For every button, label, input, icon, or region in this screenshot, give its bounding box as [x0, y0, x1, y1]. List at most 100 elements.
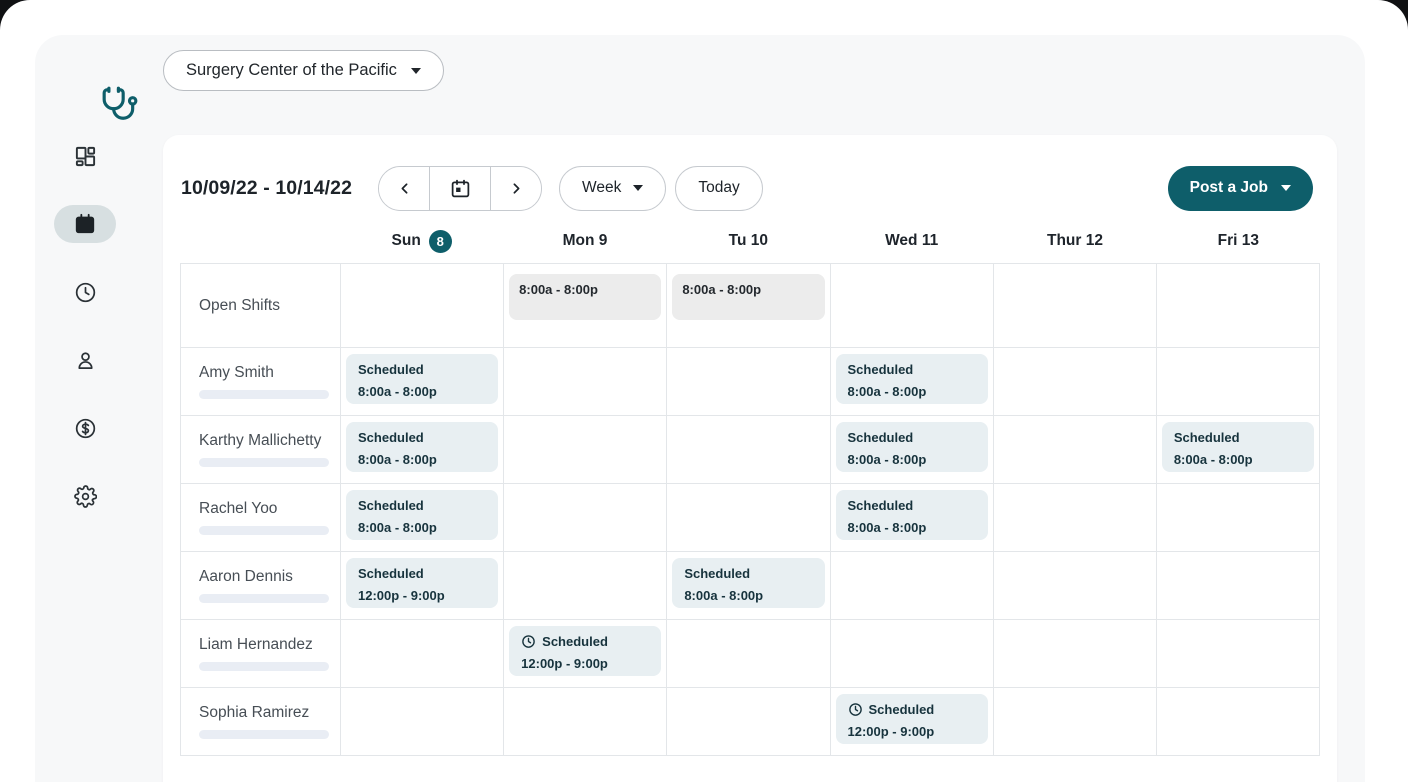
shift-chip-scheduled[interactable]: Scheduled 8:00a - 8:00p [346, 422, 499, 472]
calendar-cell[interactable] [667, 688, 831, 756]
post-a-job-button[interactable]: Post a Job [1167, 165, 1313, 211]
clock-icon [522, 635, 535, 648]
chevron-left-icon [401, 182, 408, 194]
shift-chip-scheduled[interactable]: Scheduled 12:00p - 9:00p [835, 694, 988, 744]
shift-status-label: Scheduled [358, 498, 424, 513]
sidebar-item-time[interactable] [54, 273, 116, 311]
calendar-cell[interactable]: Scheduled 8:00a - 8:00p [830, 348, 994, 416]
sidebar-item-dashboard[interactable] [54, 137, 116, 175]
calendar-cell[interactable]: Scheduled 8:00a - 8:00p [830, 484, 994, 552]
calendar-cell[interactable] [1156, 688, 1320, 756]
calendar-cell[interactable] [1156, 484, 1320, 552]
shift-time-label: 12:00p - 9:00p [358, 588, 445, 603]
calendar-cell[interactable] [667, 348, 831, 416]
staff-name: Aaron Dennis [199, 568, 293, 585]
prev-week-button[interactable] [379, 166, 430, 210]
shift-chip-scheduled[interactable]: Scheduled 8:00a - 8:00p [835, 422, 988, 472]
sidebar-slot [54, 190, 116, 258]
calendar-cell[interactable] [830, 620, 994, 688]
calendar-cell[interactable] [1156, 264, 1320, 348]
shift-chip-scheduled[interactable]: Scheduled 12:00p - 9:00p [509, 626, 662, 676]
sidebar-item-settings[interactable] [54, 477, 116, 515]
calendar-cell[interactable] [830, 264, 994, 348]
calendar-cell[interactable] [993, 348, 1157, 416]
shift-chip-open[interactable]: 8:00a - 8:00p [509, 274, 662, 320]
calendar-cell[interactable] [993, 416, 1157, 484]
calendar-cell[interactable] [341, 264, 505, 348]
facility-selector[interactable]: Surgery Center of the Pacific [163, 50, 444, 91]
calendar-cell[interactable] [504, 484, 668, 552]
shift-chip-scheduled[interactable]: Scheduled 8:00a - 8:00p [1161, 422, 1314, 472]
day-header-label: Tu 10 [728, 232, 768, 249]
calendar-cell[interactable]: Scheduled 8:00a - 8:00p [1156, 416, 1320, 484]
shift-status-line: Scheduled [1174, 430, 1302, 445]
shift-chip-scheduled[interactable]: Scheduled 12:00p - 9:00p [346, 558, 499, 608]
shift-status-line: Scheduled [358, 498, 486, 513]
shift-time-label: 8:00a - 8:00p [847, 384, 927, 399]
calendar-cell[interactable] [504, 688, 668, 756]
calendar-cell[interactable] [667, 416, 831, 484]
calendar-cell[interactable]: Scheduled 8:00a - 8:00p [667, 552, 831, 620]
next-week-button[interactable] [491, 166, 542, 210]
shift-status-label: Scheduled [847, 498, 914, 513]
calendar-cell[interactable] [341, 620, 505, 688]
shift-status-label: Scheduled [847, 430, 914, 445]
calendar-cell[interactable] [1156, 620, 1320, 688]
date-range-label: 10/09/22 - 10/14/22 [181, 176, 353, 199]
calendar-cell[interactable] [993, 552, 1157, 620]
shift-chip-scheduled[interactable]: Scheduled 8:00a - 8:00p [835, 354, 988, 404]
staff-name: Sophia Ramirez [199, 704, 310, 721]
calendar-cell[interactable] [993, 484, 1157, 552]
calendar-cell[interactable] [993, 688, 1157, 756]
calendar-cell[interactable]: Scheduled 12:00p - 9:00p [341, 552, 505, 620]
staff-name: Karthy Mallichetty [199, 432, 322, 449]
shift-time-label: 8:00a - 8:00p [519, 282, 598, 297]
calendar-cell[interactable]: Scheduled 8:00a - 8:00p [341, 348, 505, 416]
sidebar-slot [54, 394, 116, 462]
stethoscope-logo-icon [102, 86, 138, 120]
sidebar-item-staff[interactable] [54, 341, 116, 379]
calendar-cell[interactable] [504, 416, 668, 484]
calendar-cell[interactable]: Scheduled 12:00p - 9:00p [504, 620, 668, 688]
sidebar-item-billing[interactable] [54, 409, 116, 447]
view-selector[interactable]: Week [559, 165, 667, 211]
calendar-cell[interactable]: 8:00a - 8:00p [667, 264, 831, 348]
shift-time-label: 8:00a - 8:00p [847, 452, 927, 467]
calendar-cell[interactable] [993, 620, 1157, 688]
role-placeholder-bar [199, 730, 329, 739]
role-placeholder-bar [199, 594, 329, 603]
shift-chip-scheduled[interactable]: Scheduled 8:00a - 8:00p [672, 558, 825, 608]
date-picker-button[interactable] [429, 166, 492, 210]
shift-chip-open[interactable]: 8:00a - 8:00p [672, 274, 825, 320]
calendar-cell[interactable] [830, 552, 994, 620]
shift-status-label: Scheduled [847, 362, 914, 377]
calendar-cell[interactable] [1156, 348, 1320, 416]
shift-time-label: 8:00a - 8:00p [684, 588, 764, 603]
shift-chip-scheduled[interactable]: Scheduled 8:00a - 8:00p [835, 490, 988, 540]
shift-status-label: Scheduled [1173, 430, 1240, 445]
sidebar-slot [54, 258, 116, 326]
day-header-label: Mon 9 [562, 232, 608, 249]
shift-chip-scheduled[interactable]: Scheduled 8:00a - 8:00p [346, 354, 499, 404]
calendar-cell[interactable]: Scheduled 8:00a - 8:00p [830, 416, 994, 484]
calendar-cell[interactable] [341, 688, 505, 756]
sidebar-item-schedule[interactable] [54, 205, 116, 243]
calendar-cell[interactable] [1156, 552, 1320, 620]
shift-time-label: 8:00a - 8:00p [358, 384, 437, 399]
today-button[interactable]: Today [675, 165, 763, 211]
row-label-cell: Liam Hernandez [181, 620, 341, 688]
calendar-cell[interactable]: 8:00a - 8:00p [504, 264, 668, 348]
shift-chip-scheduled[interactable]: Scheduled 8:00a - 8:00p [346, 490, 499, 540]
calendar-cell[interactable] [993, 264, 1157, 348]
calendar-cell[interactable] [504, 348, 668, 416]
shift-time-label: 12:00p - 9:00p [847, 724, 935, 739]
calendar-cell[interactable]: Scheduled 8:00a - 8:00p [341, 484, 505, 552]
day-header-label: Wed 11 [885, 232, 939, 249]
facility-selector-label: Surgery Center of the Pacific [186, 61, 397, 79]
dashboard-icon [75, 146, 95, 166]
calendar-cell[interactable]: Scheduled 8:00a - 8:00p [341, 416, 505, 484]
calendar-cell[interactable] [504, 552, 668, 620]
calendar-cell[interactable] [667, 484, 831, 552]
calendar-cell[interactable] [667, 620, 831, 688]
calendar-cell[interactable]: Scheduled 12:00p - 9:00p [830, 688, 994, 756]
